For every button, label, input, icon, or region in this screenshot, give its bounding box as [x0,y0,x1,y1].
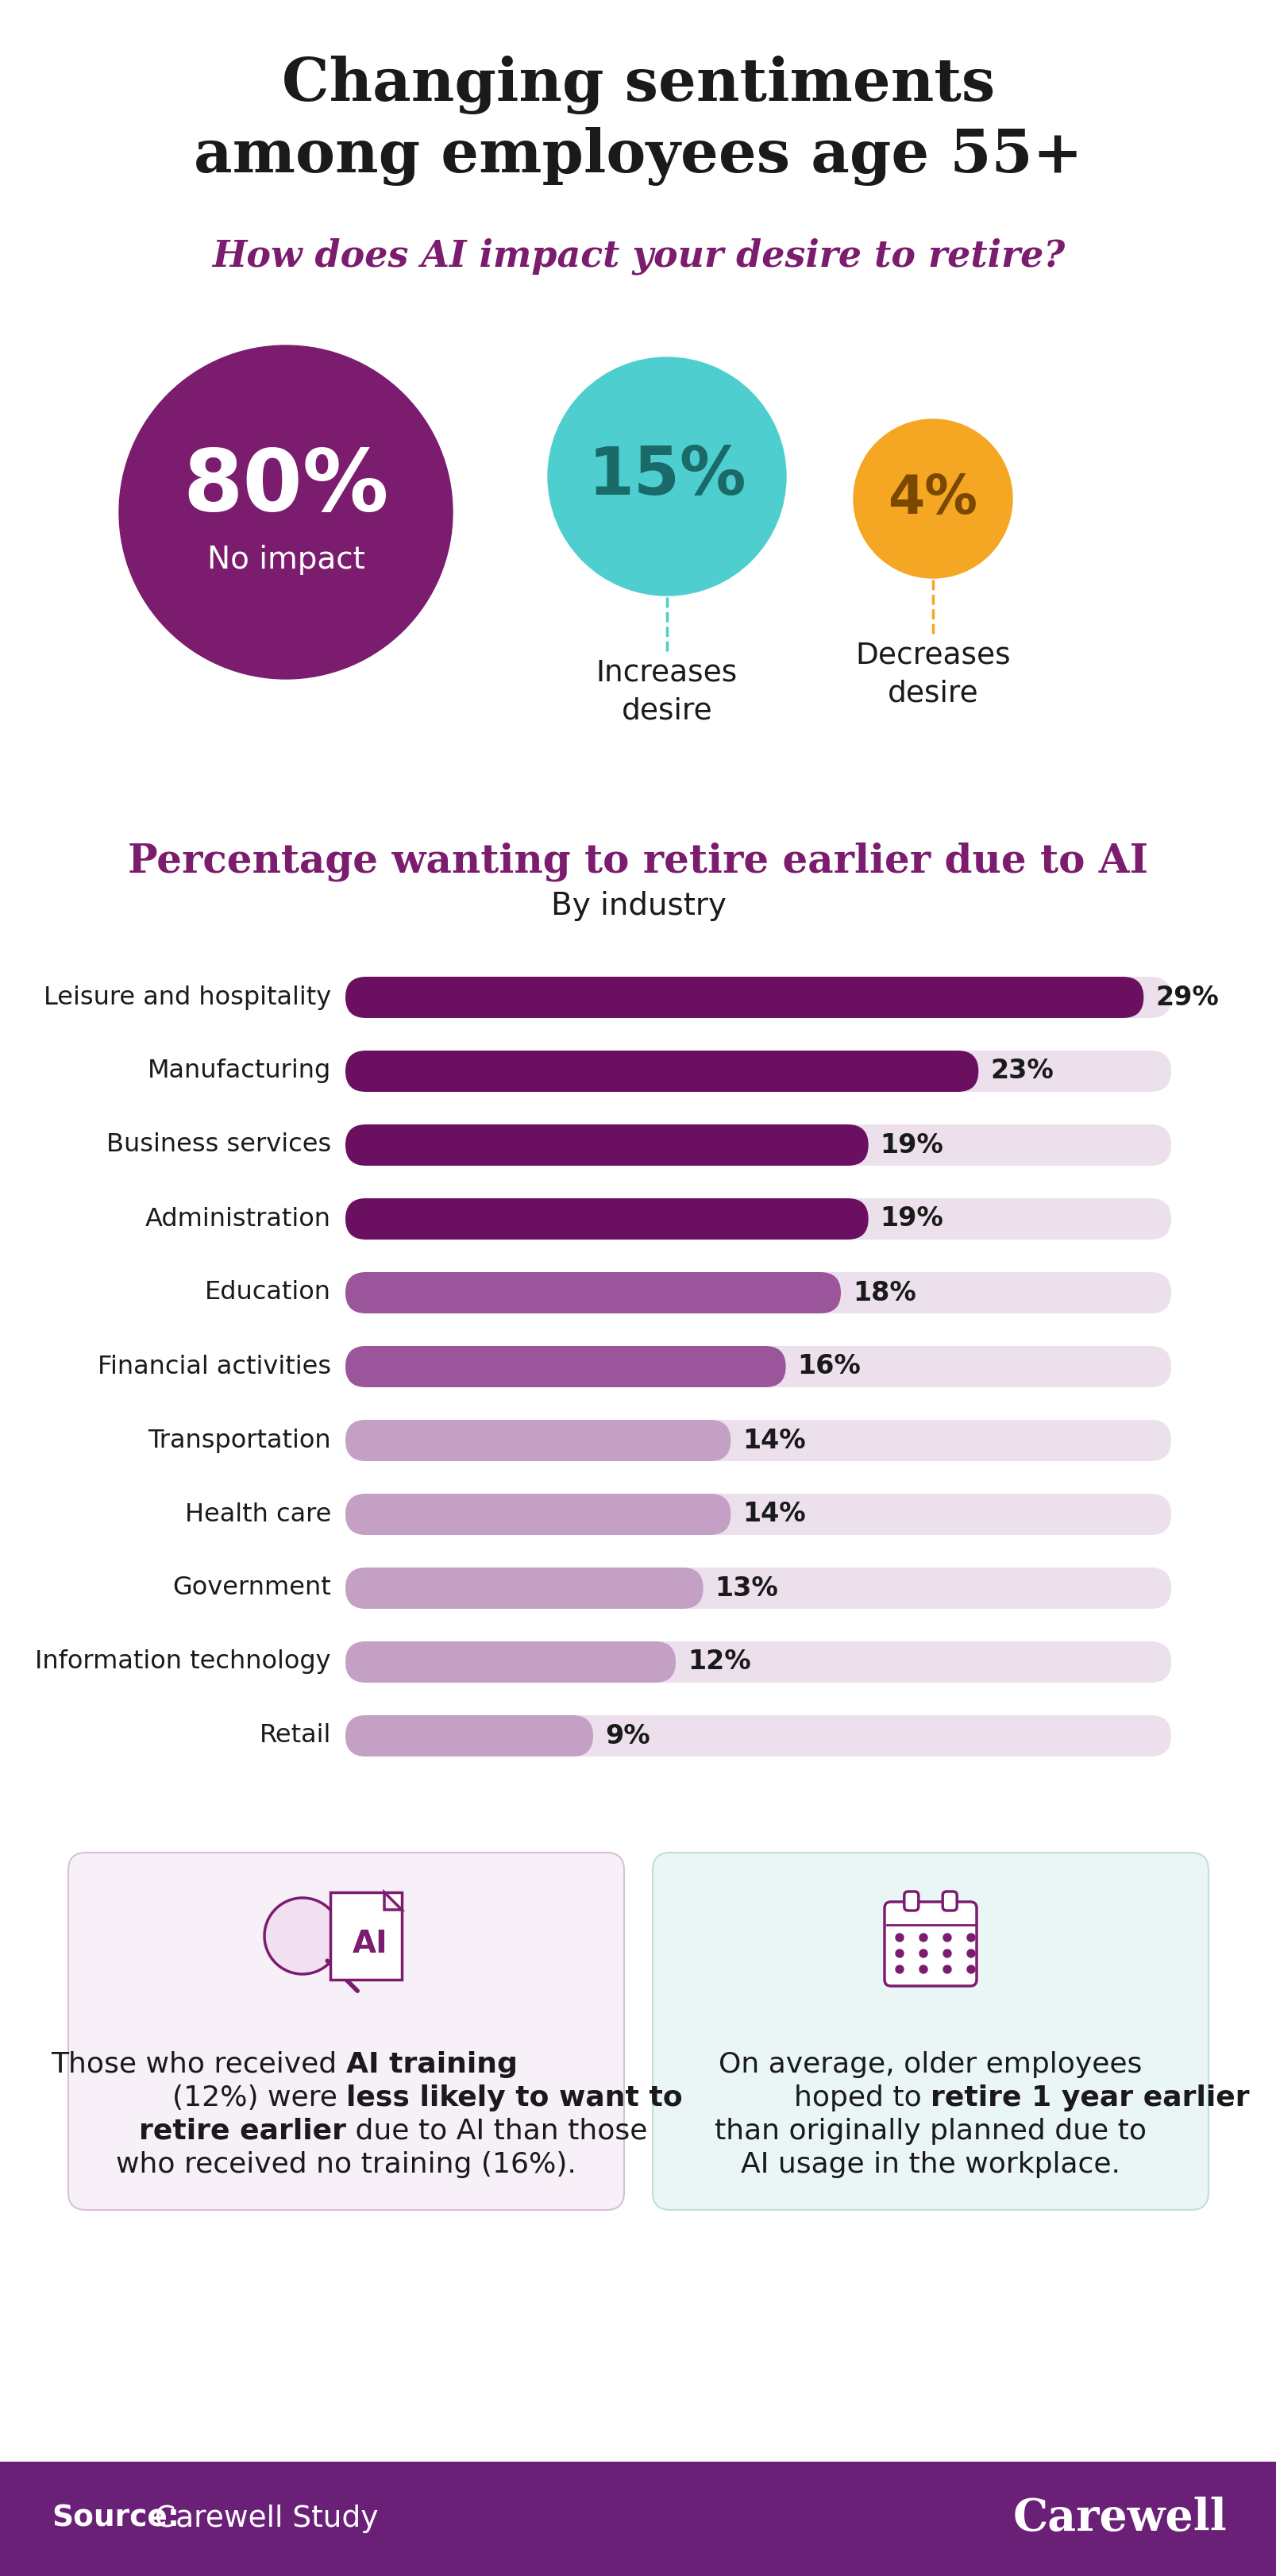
Text: hoped to: hoped to [794,2084,930,2112]
FancyBboxPatch shape [346,1494,1170,1535]
FancyBboxPatch shape [346,1569,703,1610]
FancyBboxPatch shape [346,1716,1170,1757]
FancyBboxPatch shape [884,1901,976,1986]
Circle shape [919,1950,926,1958]
Text: Government: Government [172,1577,330,1600]
Text: 80%: 80% [182,446,389,528]
Text: due to AI than those: due to AI than those [346,2117,647,2146]
Text: Source:: Source: [51,2504,180,2532]
Circle shape [547,358,786,595]
Text: AI: AI [352,1929,388,1958]
Text: How does AI impact your desire to retire?: How does AI impact your desire to retire… [212,237,1064,276]
Text: By industry: By industry [550,891,726,922]
FancyBboxPatch shape [346,1347,785,1388]
Circle shape [119,345,452,680]
Text: retire 1 year earlier: retire 1 year earlier [930,2084,1249,2112]
Text: 15%: 15% [587,443,745,507]
Text: Information technology: Information technology [36,1649,330,1674]
FancyBboxPatch shape [346,1051,977,1092]
FancyBboxPatch shape [346,1716,593,1757]
Circle shape [943,1965,951,1973]
FancyBboxPatch shape [68,1852,624,2210]
Text: 14%: 14% [743,1502,805,1528]
Text: Administration: Administration [145,1206,330,1231]
FancyBboxPatch shape [652,1852,1208,2210]
Text: 14%: 14% [743,1427,805,1453]
FancyBboxPatch shape [346,976,1170,1018]
FancyBboxPatch shape [346,1123,868,1167]
Circle shape [854,420,1012,577]
Text: Financial activities: Financial activities [97,1355,330,1378]
Text: Health care: Health care [185,1502,330,1528]
FancyBboxPatch shape [346,1273,1170,1314]
Text: 29%: 29% [1155,984,1219,1010]
FancyBboxPatch shape [0,2463,1276,2576]
Text: No impact: No impact [207,544,365,574]
Text: Manufacturing: Manufacturing [148,1059,330,1084]
Text: Retail: Retail [259,1723,330,1749]
Circle shape [966,1935,975,1942]
Text: 13%: 13% [715,1574,778,1602]
Text: 16%: 16% [798,1352,860,1381]
FancyBboxPatch shape [346,1641,675,1682]
Text: 9%: 9% [605,1723,649,1749]
FancyBboxPatch shape [942,1891,957,1911]
FancyBboxPatch shape [330,1893,402,1978]
Text: (12%) were: (12%) were [172,2084,346,2112]
FancyBboxPatch shape [346,1123,1170,1167]
Text: 19%: 19% [879,1131,943,1159]
Text: AI usage in the workplace.: AI usage in the workplace. [740,2151,1119,2179]
Text: Business services: Business services [106,1133,330,1157]
Circle shape [919,1935,926,1942]
Circle shape [943,1950,951,1958]
FancyBboxPatch shape [346,1641,1170,1682]
Text: Transportation: Transportation [148,1427,330,1453]
FancyBboxPatch shape [346,1419,730,1461]
Text: 12%: 12% [688,1649,750,1674]
FancyBboxPatch shape [346,1494,730,1535]
Circle shape [943,1935,951,1942]
FancyBboxPatch shape [346,1569,1170,1610]
Text: 23%: 23% [990,1059,1053,1084]
FancyBboxPatch shape [346,1419,1170,1461]
Text: Carewell Study: Carewell Study [145,2504,378,2532]
Text: Increases
desire: Increases desire [596,659,738,726]
Text: Leisure and hospitality: Leisure and hospitality [43,984,330,1010]
FancyBboxPatch shape [346,1051,1170,1092]
FancyBboxPatch shape [346,1347,1170,1388]
Polygon shape [384,1893,402,1909]
Text: who received no training (16%).: who received no training (16%). [116,2151,575,2179]
Circle shape [966,1950,975,1958]
Text: 18%: 18% [852,1280,916,1306]
Text: Percentage wanting to retire earlier due to AI: Percentage wanting to retire earlier due… [128,842,1148,881]
Text: Education: Education [204,1280,330,1306]
FancyBboxPatch shape [903,1891,917,1911]
Text: less likely to want to: less likely to want to [346,2084,683,2112]
FancyBboxPatch shape [346,1198,868,1239]
Circle shape [966,1965,975,1973]
Text: retire earlier: retire earlier [139,2117,346,2146]
Text: 4%: 4% [888,471,977,526]
Circle shape [894,1935,903,1942]
Ellipse shape [264,1899,341,1973]
Text: Those who received: Those who received [51,2050,346,2079]
Text: Decreases
desire: Decreases desire [855,641,1011,708]
Text: among employees age 55+: among employees age 55+ [194,126,1082,185]
Text: Carewell: Carewell [1012,2496,1226,2540]
FancyBboxPatch shape [887,1904,974,1924]
Text: On average, older employees: On average, older employees [718,2050,1142,2079]
Text: 19%: 19% [879,1206,943,1231]
Circle shape [894,1950,903,1958]
FancyBboxPatch shape [346,1198,1170,1239]
Text: Changing sentiments: Changing sentiments [282,57,994,113]
Text: than originally planned due to: than originally planned due to [715,2117,1146,2146]
FancyBboxPatch shape [346,976,1143,1018]
Circle shape [919,1965,926,1973]
Text: AI training: AI training [346,2050,517,2079]
Circle shape [894,1965,903,1973]
FancyBboxPatch shape [346,1273,841,1314]
